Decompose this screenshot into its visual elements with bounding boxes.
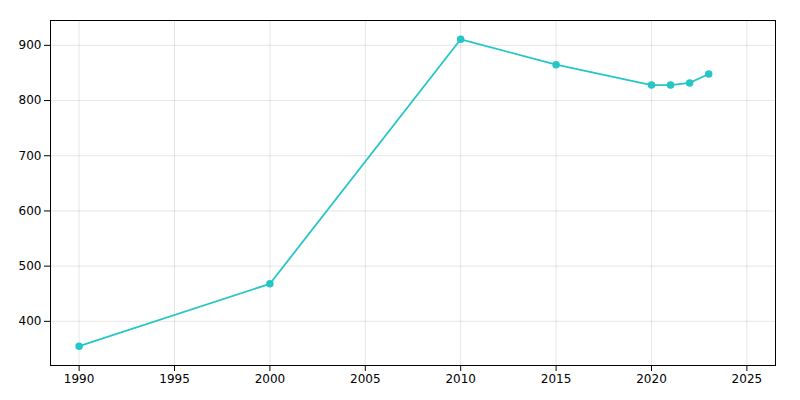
svg-text:400: 400 [19,314,42,328]
svg-text:2015: 2015 [541,372,572,386]
svg-text:2000: 2000 [255,372,286,386]
svg-text:2010: 2010 [445,372,476,386]
svg-text:500: 500 [19,259,42,273]
svg-text:2025: 2025 [732,372,763,386]
svg-text:2020: 2020 [636,372,667,386]
svg-text:2005: 2005 [350,372,381,386]
svg-text:1990: 1990 [64,372,95,386]
svg-text:900: 900 [19,38,42,52]
svg-text:1995: 1995 [159,372,190,386]
svg-text:800: 800 [19,93,42,107]
svg-text:600: 600 [19,204,42,218]
svg-text:700: 700 [19,149,42,163]
